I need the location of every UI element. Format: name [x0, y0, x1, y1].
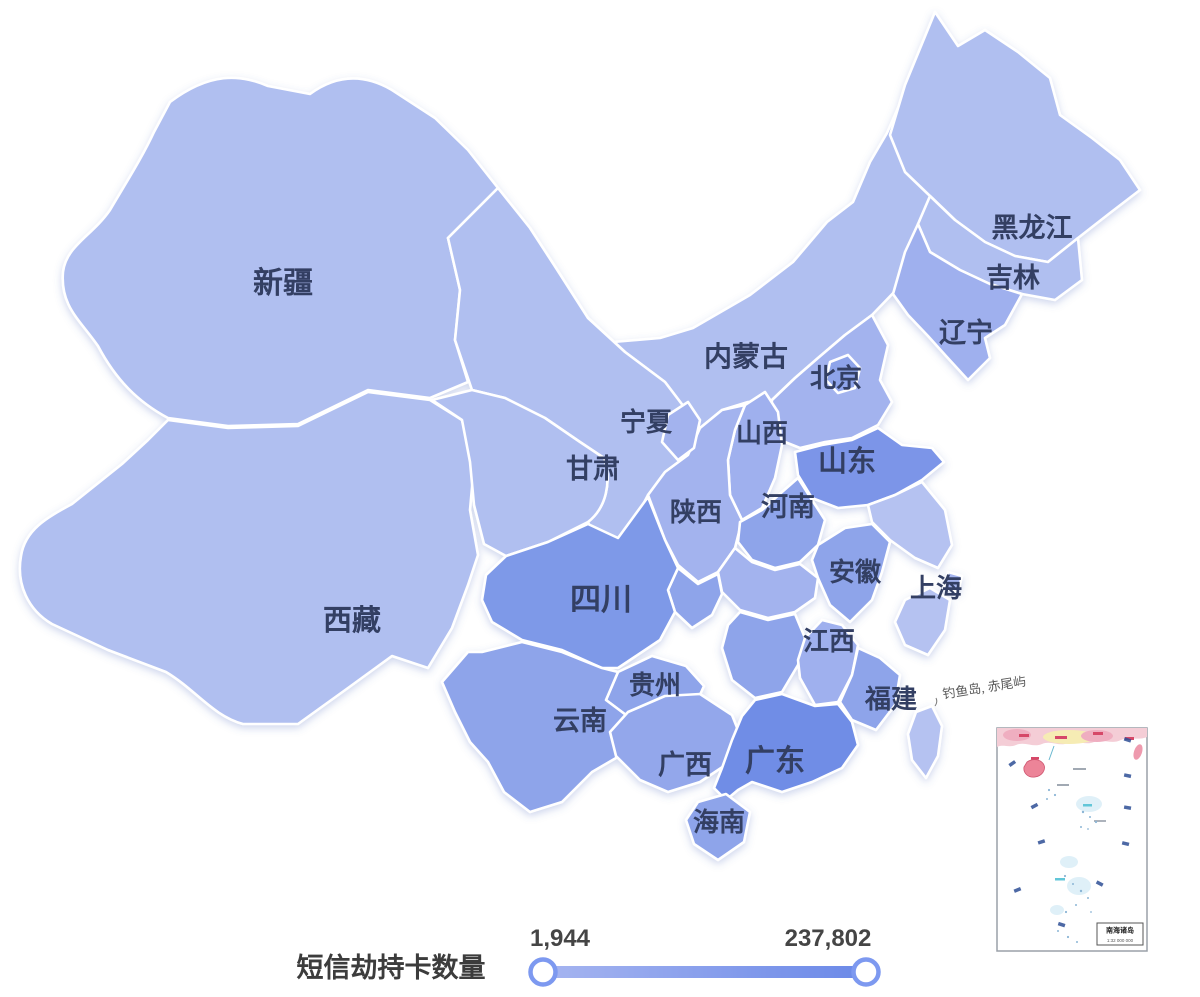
province-xizang[interactable]	[18, 390, 480, 726]
province-ningxia[interactable]	[660, 400, 702, 462]
inset-land-patch	[1081, 730, 1113, 742]
inset-shoal-halo	[1050, 905, 1064, 915]
province-henan[interactable]	[736, 476, 827, 570]
province-hunan[interactable]	[720, 610, 807, 700]
inset-island-dots	[1046, 788, 1098, 943]
province-label-shandong: 山东	[818, 444, 876, 478]
province-hubei[interactable]	[716, 546, 820, 620]
province-label-sichuan: 四川	[570, 582, 632, 617]
legend: 短信劫持卡数量 1,944 237,802	[297, 925, 881, 987]
province-guangxi[interactable]	[608, 692, 744, 794]
legend-max-value: 237,802	[785, 925, 872, 952]
province-zhejiang[interactable]	[893, 586, 952, 657]
province-label-shanxi: 山西	[736, 418, 788, 448]
province-fujian[interactable]	[838, 646, 902, 732]
province-label-anhui: 安徽	[829, 557, 882, 587]
inset-tiny-label-mark	[1019, 734, 1029, 737]
province-label-jilin: 吉林	[986, 263, 1040, 293]
province-layer	[18, 10, 1142, 862]
province-taiwan[interactable]	[906, 704, 944, 780]
slider-handle-min[interactable]	[528, 957, 558, 987]
province-guangdong[interactable]	[712, 692, 860, 802]
province-label-xizang: 西藏	[323, 604, 381, 637]
inset-shoal-halo	[1060, 856, 1078, 868]
inset-title-box: 南海诸岛 1:32 000 000	[1096, 922, 1144, 946]
slider-track[interactable]	[543, 966, 866, 978]
province-label-neimenggu: 内蒙古	[704, 341, 788, 372]
province-label-yunnan: 云南	[553, 706, 607, 736]
nine-dash-line	[1008, 737, 1132, 928]
province-label-henan: 河南	[761, 492, 815, 522]
province-shanghai[interactable]	[942, 570, 964, 594]
inset-shoal-halo	[1067, 877, 1091, 895]
province-qinghai[interactable]	[430, 388, 609, 558]
province-jiangsu[interactable]	[866, 480, 954, 570]
province-xinjiang[interactable]	[61, 76, 500, 428]
inset-sea-label-mark	[1055, 878, 1065, 881]
province-label-guangdong: 广东	[745, 744, 805, 778]
province-label-shanghai: 上海	[910, 573, 962, 603]
province-label-ningxia: 宁夏	[620, 407, 673, 437]
inset-frame	[996, 727, 1148, 952]
province-label-fujian: 福建	[864, 684, 917, 714]
inset-tiny-label-mark	[1094, 820, 1106, 822]
inset-tiny-label-mark	[1031, 757, 1039, 760]
province-label-gansu: 甘肃	[566, 454, 620, 484]
province-hainan[interactable]	[684, 792, 752, 862]
legend-title: 短信劫持卡数量	[297, 953, 486, 983]
province-yunnan[interactable]	[440, 640, 632, 814]
province-sichuan[interactable]	[480, 495, 680, 670]
province-label-heilongjiang: 黑龙江	[992, 213, 1073, 243]
inset-river	[1048, 745, 1055, 761]
slider-handle-max[interactable]	[851, 957, 881, 987]
province-label-xinjiang: 新疆	[253, 267, 313, 300]
inset-tiny-label-mark	[1093, 732, 1103, 735]
diaoyu-island-mark	[934, 697, 938, 707]
inset-taiwan	[1133, 744, 1143, 760]
province-label-guizhou: 贵州	[629, 670, 681, 700]
province-label-jiangxi: 江西	[803, 626, 855, 656]
province-label-hainan: 海南	[693, 807, 745, 837]
province-heilongjiang[interactable]	[888, 10, 1142, 264]
province-anhui[interactable]	[810, 522, 892, 624]
inset-tiny-label-mark	[1055, 736, 1067, 739]
inset-tiny-label-mark	[1073, 768, 1086, 770]
inset-land-patch	[1003, 729, 1031, 741]
province-label-shaanxi: 陕西	[670, 497, 722, 527]
south-china-sea-inset: 南海诸岛 1:32 000 000	[996, 727, 1148, 952]
province-label-beijing: 北京	[810, 363, 862, 393]
inset-tiny-label-mark	[1057, 784, 1069, 786]
diaoyu-annotation: 钓鱼岛, 赤尾屿	[934, 674, 1027, 707]
province-liaoning[interactable]	[891, 222, 1024, 382]
legend-min-value: 1,944	[530, 925, 591, 952]
inset-scale-text: 1:32 000 000	[1107, 938, 1134, 943]
province-label-guangxi: 广西	[658, 750, 712, 780]
inset-hainan	[1023, 759, 1045, 778]
diaoyu-annotation-text: 钓鱼岛, 赤尾屿	[941, 674, 1027, 702]
province-label-liaoning: 辽宁	[939, 317, 993, 348]
inset-sea-label-mark	[1083, 804, 1092, 807]
inset-title-text: 南海诸岛	[1106, 926, 1134, 935]
inset-land-patch	[1043, 730, 1095, 744]
inset-tiny-label-mark	[1125, 737, 1134, 740]
province-beijing[interactable]	[824, 353, 862, 395]
